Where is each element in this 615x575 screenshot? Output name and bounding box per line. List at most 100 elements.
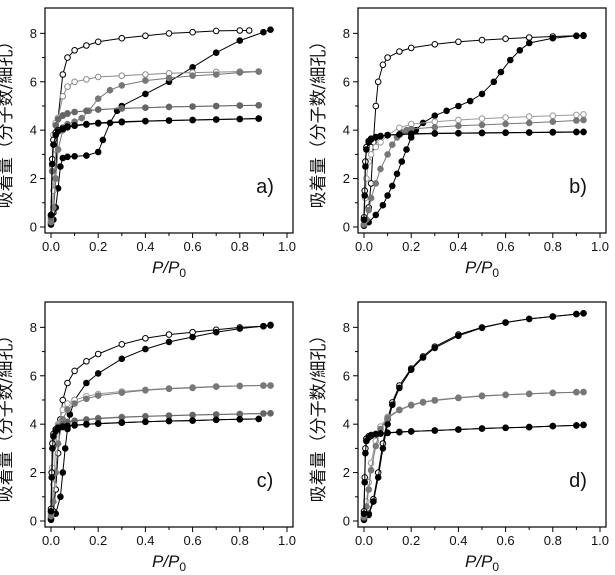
- data-point: [50, 204, 57, 211]
- data-point: [49, 445, 56, 452]
- data-point: [64, 153, 71, 161]
- data-point: [236, 27, 244, 34]
- data-point: [379, 201, 387, 209]
- x-tick-label: 0.4: [136, 533, 154, 548]
- y-tick-label: 8: [343, 320, 350, 335]
- series-line: [50, 385, 271, 514]
- data-point: [118, 82, 126, 89]
- data-point: [549, 422, 557, 430]
- x-tick-label: 0.8: [544, 533, 562, 548]
- data-point: [260, 410, 267, 417]
- data-point: [396, 428, 403, 436]
- data-point: [94, 392, 102, 399]
- data-point: [455, 38, 462, 46]
- data-point: [142, 104, 149, 111]
- data-point: [260, 382, 267, 389]
- data-point: [189, 116, 196, 124]
- data-point: [361, 479, 369, 486]
- data-point: [361, 192, 369, 199]
- series-line: [50, 418, 259, 512]
- data-point: [71, 367, 78, 375]
- data-point: [525, 315, 533, 323]
- data-point: [54, 146, 62, 153]
- data-point: [384, 420, 391, 428]
- data-point: [99, 136, 107, 144]
- series-line: [363, 424, 584, 512]
- data-point: [118, 419, 126, 427]
- data-point: [94, 106, 102, 113]
- data-point: [525, 39, 533, 47]
- data-point: [516, 47, 524, 54]
- x-tick-label: 0.0: [42, 533, 60, 548]
- series-line: [50, 324, 271, 519]
- data-point: [71, 78, 78, 86]
- data-point: [212, 416, 220, 424]
- x-tick-label: 0.2: [89, 239, 107, 254]
- y-tick-label: 8: [30, 320, 37, 335]
- x-tick-label: 1.0: [591, 239, 609, 254]
- y-tick-label: 6: [30, 74, 37, 89]
- data-point: [189, 417, 196, 424]
- series-line: [50, 71, 259, 223]
- data-point: [118, 355, 126, 363]
- data-point: [106, 86, 114, 94]
- x-tick-label: 0.4: [136, 239, 154, 254]
- series-line: [50, 71, 259, 220]
- series-2: [360, 310, 587, 524]
- data-point: [212, 49, 220, 57]
- data-point: [267, 26, 274, 34]
- data-point: [367, 151, 375, 158]
- data-point: [502, 319, 509, 326]
- y-axis-title: 吸着量（分子数/細孔）: [0, 33, 16, 209]
- plot-frame: [357, 301, 607, 528]
- data-point: [396, 406, 403, 414]
- data-point: [255, 102, 263, 109]
- data-point: [165, 412, 173, 420]
- data-point: [384, 132, 391, 139]
- x-axis-title: P/P0: [152, 258, 186, 280]
- y-tick-label: 0: [343, 514, 350, 529]
- data-point: [212, 383, 220, 391]
- x-tick-label: 1.0: [591, 533, 609, 548]
- data-point: [374, 78, 382, 86]
- data-point: [64, 400, 71, 407]
- data-point: [372, 180, 380, 187]
- data-point: [61, 445, 69, 452]
- data-point: [407, 428, 415, 435]
- data-point: [142, 387, 149, 394]
- data-point: [455, 122, 462, 130]
- series-line: [50, 30, 250, 223]
- panel-label: c): [257, 470, 274, 492]
- panel-label: d): [569, 470, 587, 492]
- data-point: [549, 112, 557, 119]
- series-8: [47, 115, 263, 219]
- data-point: [478, 90, 486, 98]
- data-point: [431, 124, 439, 131]
- x-axis-title-main: P/P: [152, 552, 180, 571]
- data-point: [118, 72, 126, 79]
- data-point: [245, 27, 253, 34]
- data-point: [212, 27, 220, 35]
- series-1: [47, 27, 253, 226]
- series-line: [363, 312, 584, 521]
- data-point: [384, 192, 391, 199]
- data-point: [455, 332, 462, 340]
- series-2: [360, 32, 587, 230]
- y-tick-label: 2: [343, 465, 350, 480]
- data-point: [431, 344, 439, 352]
- data-point: [502, 129, 509, 137]
- data-point: [455, 116, 462, 124]
- data-point: [255, 68, 263, 75]
- data-point: [165, 103, 173, 111]
- data-point: [267, 410, 274, 417]
- data-point: [50, 433, 57, 440]
- x-axis-title-sub: 0: [179, 560, 186, 574]
- data-point: [236, 37, 244, 44]
- data-point: [525, 119, 533, 127]
- data-point: [212, 71, 220, 78]
- data-point: [580, 116, 587, 124]
- data-point: [83, 152, 90, 159]
- data-point: [466, 97, 474, 105]
- data-point: [142, 413, 149, 420]
